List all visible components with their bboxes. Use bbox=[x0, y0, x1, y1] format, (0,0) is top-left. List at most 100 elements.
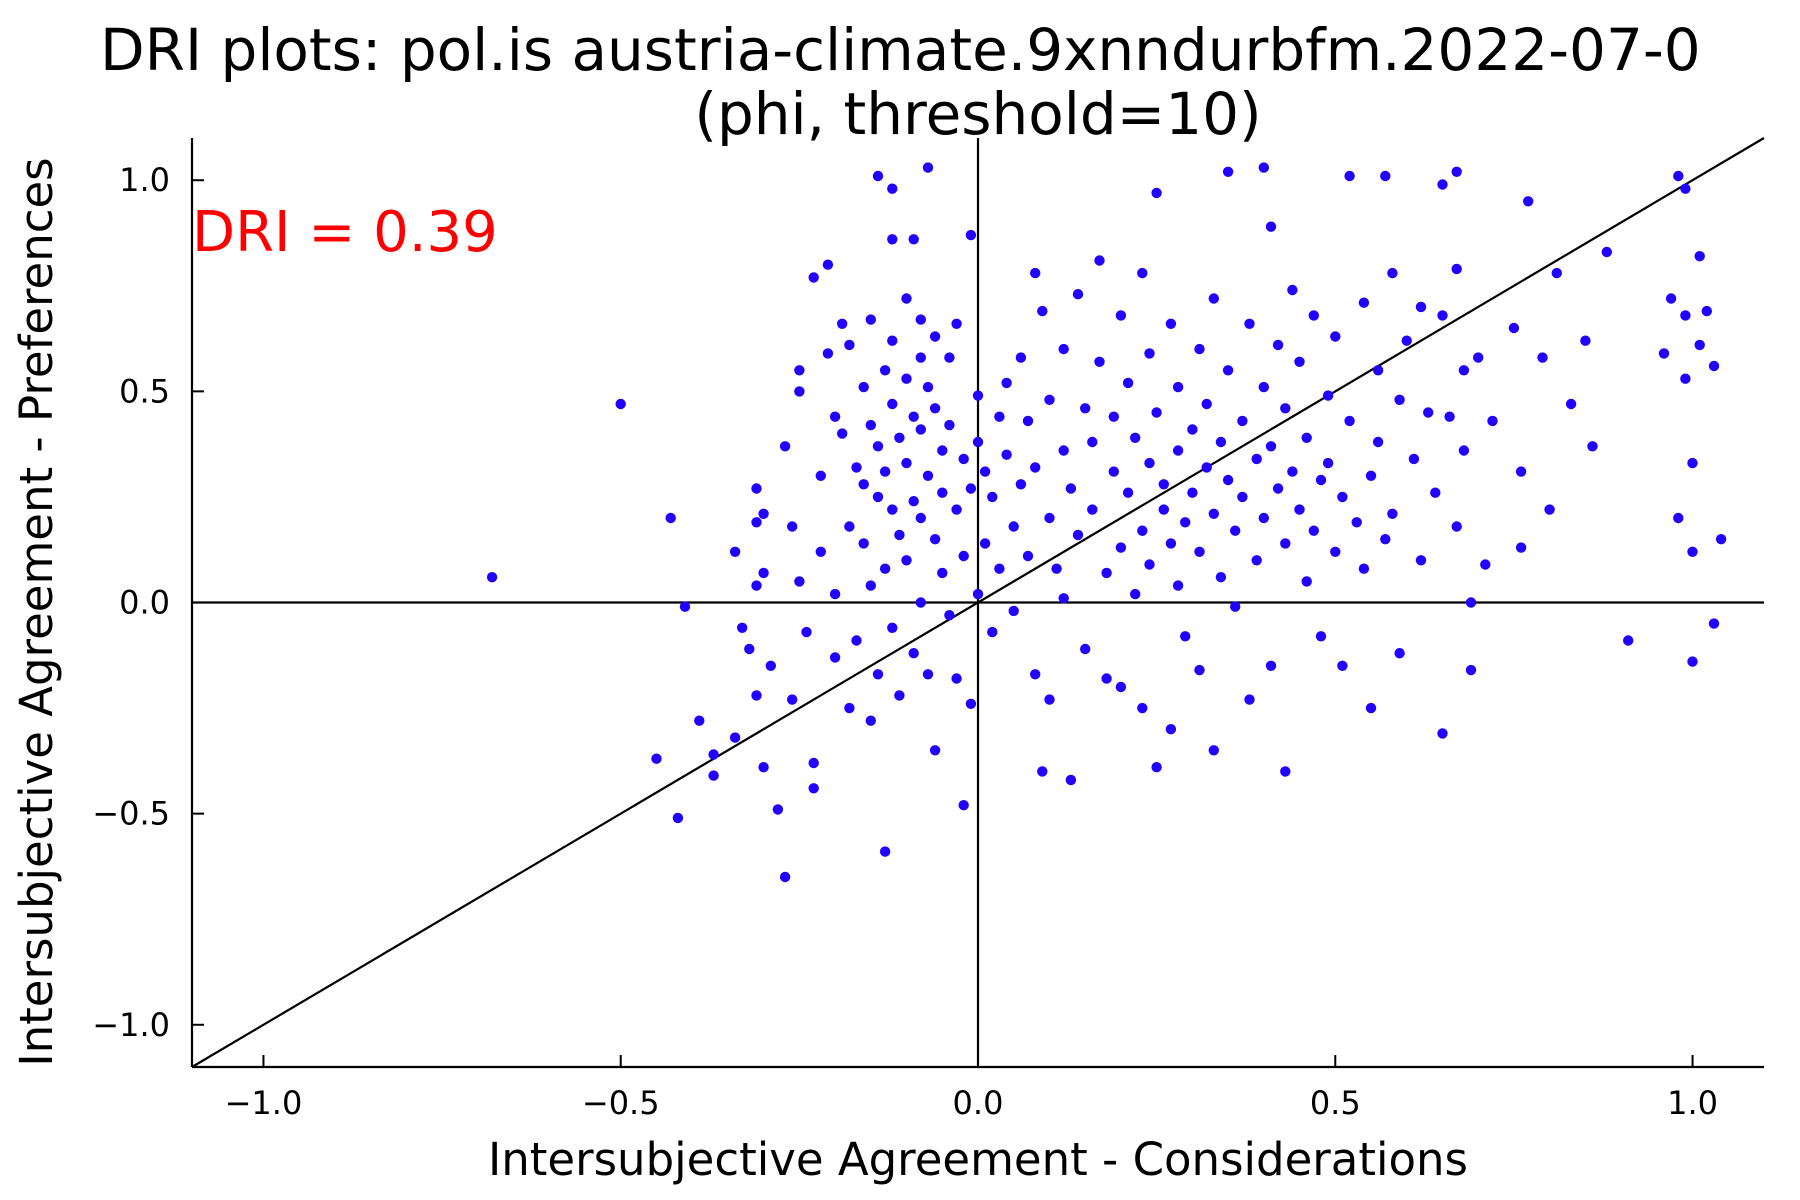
data-point bbox=[729, 546, 741, 557]
data-point bbox=[965, 483, 977, 494]
data-point bbox=[1265, 221, 1277, 232]
data-point bbox=[858, 479, 869, 490]
data-point bbox=[829, 588, 841, 600]
data-point bbox=[1508, 322, 1520, 334]
data-point bbox=[744, 643, 755, 655]
data-point bbox=[1065, 483, 1077, 494]
data-point bbox=[929, 331, 941, 342]
data-point bbox=[1465, 664, 1477, 676]
data-point bbox=[486, 572, 498, 583]
data-point bbox=[894, 529, 905, 541]
data-point bbox=[822, 259, 834, 270]
data-point bbox=[779, 441, 791, 452]
data-point bbox=[929, 403, 941, 414]
data-point bbox=[844, 702, 855, 714]
data-point bbox=[865, 580, 876, 591]
data-point bbox=[865, 314, 876, 325]
data-point bbox=[1380, 534, 1391, 545]
data-point bbox=[1330, 331, 1341, 342]
data-point bbox=[1287, 466, 1298, 477]
data-point bbox=[851, 635, 862, 646]
data-point bbox=[837, 428, 848, 439]
data-point bbox=[879, 365, 891, 376]
data-point bbox=[1115, 542, 1127, 553]
data-point bbox=[922, 162, 934, 173]
data-point bbox=[1701, 305, 1713, 317]
data-point bbox=[1473, 352, 1484, 363]
data-point bbox=[1044, 394, 1055, 405]
data-point bbox=[1565, 398, 1577, 410]
data-point bbox=[1108, 466, 1120, 477]
y-tick-label: 0.0 bbox=[119, 584, 170, 622]
data-point bbox=[915, 597, 926, 608]
data-point bbox=[1537, 352, 1548, 363]
data-point bbox=[1344, 170, 1355, 182]
data-point bbox=[987, 491, 998, 503]
data-point bbox=[1008, 605, 1019, 617]
data-point bbox=[1358, 563, 1370, 574]
data-point bbox=[1372, 436, 1384, 448]
data-point bbox=[1230, 525, 1241, 536]
data-point bbox=[972, 588, 984, 600]
y-tick-label: 1.0 bbox=[119, 161, 170, 199]
data-point bbox=[1172, 381, 1184, 393]
data-point bbox=[1358, 297, 1370, 308]
data-point bbox=[1315, 474, 1327, 486]
data-point bbox=[1437, 310, 1448, 321]
data-point bbox=[1022, 550, 1034, 562]
data-point bbox=[944, 352, 955, 363]
data-point bbox=[987, 626, 998, 638]
chart-title: DRI plots: pol.is austria-climate.9xnndu… bbox=[100, 16, 1701, 148]
data-point bbox=[872, 441, 884, 452]
data-point bbox=[1380, 170, 1391, 182]
data-point bbox=[994, 411, 1005, 422]
data-point bbox=[894, 432, 905, 443]
data-point bbox=[1201, 398, 1212, 410]
data-point bbox=[801, 626, 812, 638]
data-point bbox=[922, 381, 934, 393]
dri-annotation: DRI = 0.39 bbox=[192, 200, 498, 265]
data-point bbox=[1237, 415, 1248, 427]
data-point bbox=[901, 555, 912, 566]
data-point bbox=[765, 660, 776, 671]
data-point bbox=[908, 648, 919, 659]
data-point bbox=[958, 550, 969, 562]
data-point bbox=[1001, 449, 1012, 460]
data-point bbox=[1280, 766, 1291, 777]
data-point bbox=[1408, 453, 1420, 465]
data-point bbox=[1208, 745, 1220, 756]
data-point bbox=[1087, 436, 1098, 448]
data-point bbox=[694, 715, 705, 726]
data-point bbox=[1137, 525, 1148, 536]
data-point bbox=[751, 517, 762, 528]
data-point bbox=[1058, 445, 1069, 456]
data-point bbox=[1222, 474, 1234, 486]
data-point bbox=[1158, 479, 1170, 490]
data-point bbox=[1687, 546, 1698, 557]
data-point bbox=[1187, 424, 1198, 435]
x-axis-ticks: −1.0 −0.5 0.0 0.5 1.0 bbox=[225, 1055, 1718, 1122]
data-point bbox=[1165, 724, 1177, 735]
data-point bbox=[872, 170, 884, 182]
data-point bbox=[937, 487, 948, 498]
data-point bbox=[1315, 631, 1327, 642]
data-point bbox=[1337, 491, 1348, 503]
data-point bbox=[779, 871, 791, 883]
data-point bbox=[1587, 441, 1598, 452]
data-point bbox=[1330, 546, 1341, 557]
data-point bbox=[1230, 601, 1241, 612]
data-point bbox=[915, 512, 926, 524]
data-point bbox=[1694, 339, 1705, 351]
data-point bbox=[751, 690, 762, 701]
data-point bbox=[887, 504, 898, 515]
data-point bbox=[844, 339, 855, 351]
data-point bbox=[922, 669, 934, 680]
data-point bbox=[1094, 255, 1105, 266]
data-point bbox=[1244, 318, 1255, 329]
data-point bbox=[972, 390, 984, 401]
data-point bbox=[665, 512, 676, 524]
data-point bbox=[1151, 407, 1162, 418]
data-point bbox=[901, 293, 912, 304]
data-point bbox=[1187, 487, 1198, 498]
data-point bbox=[1258, 512, 1270, 524]
